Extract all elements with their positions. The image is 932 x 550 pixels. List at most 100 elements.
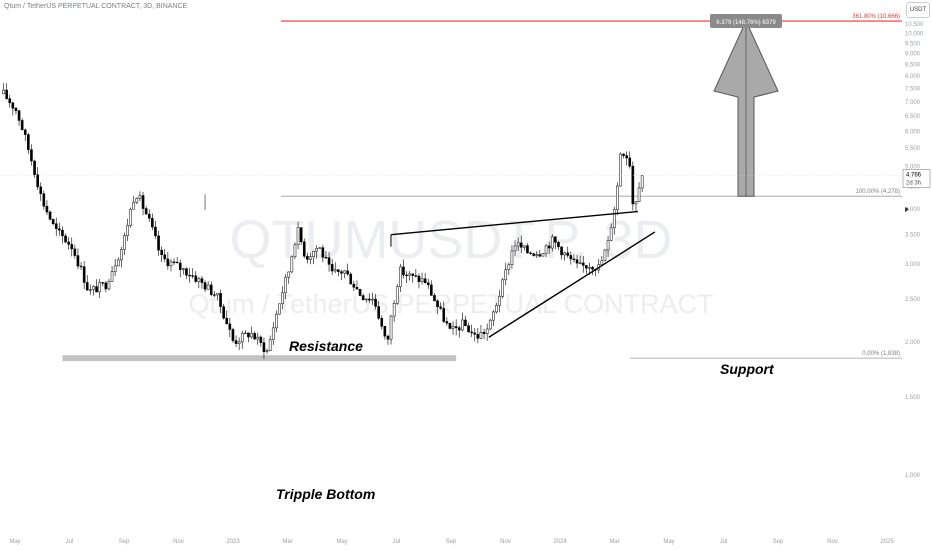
candle-body [237, 341, 241, 344]
candle-body [175, 261, 179, 264]
candle-body [73, 248, 77, 256]
x-tick-label: Jul [66, 539, 74, 545]
candle-body [603, 249, 607, 262]
candle-body [203, 282, 207, 290]
candle-body [5, 89, 8, 99]
candle-body [361, 295, 365, 301]
candle-body [321, 247, 325, 258]
candle-body [36, 174, 39, 188]
candle-body [259, 336, 263, 343]
candle-body [51, 218, 55, 225]
x-tick-label: Nov [500, 539, 511, 545]
candle-body [17, 110, 21, 121]
last-price-box [902, 169, 931, 188]
candle-body [631, 165, 635, 205]
candle-body [510, 250, 514, 265]
candle-body [234, 340, 238, 344]
candle-body [479, 332, 483, 339]
candle-body [560, 246, 563, 256]
candle-body [284, 276, 287, 294]
candle-body [231, 329, 235, 341]
x-tick-label: Mar [282, 539, 292, 545]
candle-body [67, 241, 70, 245]
candle-body [287, 271, 291, 278]
candle-body [278, 303, 281, 315]
candle-body [95, 286, 98, 293]
candle-body [399, 266, 402, 287]
candle-body [120, 249, 123, 261]
candle-body [327, 257, 331, 265]
y-tick-label: 10.500 [905, 22, 924, 28]
candle-body [554, 236, 557, 243]
candle-body [244, 332, 247, 335]
x-tick-label: Nov [173, 539, 184, 545]
candle-body [389, 315, 393, 340]
x-tick-label: May [663, 539, 674, 545]
candle-body [516, 242, 520, 247]
candle-body [275, 313, 278, 329]
candle-body [395, 286, 399, 304]
candle-body [488, 319, 492, 330]
candle-body [423, 278, 427, 284]
candle-body [20, 120, 24, 131]
candle-body [144, 208, 148, 215]
candle-body [541, 253, 545, 257]
candle-body [581, 262, 585, 266]
candle-body [637, 187, 641, 203]
candle-body [79, 265, 83, 268]
candle-body [572, 258, 576, 261]
candle-body [442, 308, 446, 322]
candle-body [110, 271, 114, 282]
candle-body [461, 319, 464, 331]
y-tick-label: 5.000 [905, 164, 921, 170]
candle-countdown: 2d 3h [906, 180, 921, 186]
x-tick-label: Sep [446, 539, 457, 545]
forecast-label: 6.379 (148.76%) 6379 [716, 20, 776, 26]
candle-body [123, 235, 126, 250]
candle-body [507, 264, 511, 271]
candle-body [519, 242, 523, 248]
currency-unit-button[interactable]: USDT [906, 2, 930, 18]
candle-body [281, 292, 284, 305]
x-tick-label: May [336, 539, 347, 545]
candle-body [58, 228, 61, 231]
candle-body [206, 284, 210, 290]
y-tick-label: 4.000 [905, 207, 921, 213]
candle-body [129, 208, 132, 226]
candle-body [352, 283, 356, 288]
candle-body [473, 332, 477, 335]
candle-body [420, 278, 424, 282]
candle-body [616, 185, 619, 210]
candle-body [337, 269, 340, 272]
candle-body [182, 268, 185, 270]
candle-body [299, 227, 303, 243]
candle-body [492, 311, 495, 321]
resistance-annotation: Resistance [289, 338, 363, 354]
candle-body [262, 342, 266, 352]
candle-body [377, 306, 380, 319]
candle-body [340, 271, 343, 274]
candle-body [247, 332, 250, 338]
candle-body [591, 267, 594, 270]
y-tick-label: 2.000 [905, 340, 921, 346]
fib-level-label: 100.00% (4.278) [856, 189, 900, 195]
wedge-upper-line [390, 210, 638, 236]
candle-body [268, 339, 272, 351]
forecast-label-box [710, 14, 782, 28]
candle-body [89, 289, 92, 291]
candle-body [70, 244, 74, 250]
candle-body [476, 334, 480, 339]
candle-body [76, 255, 80, 267]
candle-body [293, 244, 297, 258]
candle-body [318, 247, 322, 249]
watermark-name: Qtum / TetherUS PERPETUAL CONTRACT [188, 289, 713, 319]
x-tick-label: Jul [393, 539, 401, 545]
candle-body [436, 300, 439, 308]
candle-body [405, 274, 408, 277]
candle-body [147, 213, 151, 219]
candle-body [550, 236, 554, 249]
candle-body [467, 325, 470, 333]
candle-body [569, 255, 573, 260]
